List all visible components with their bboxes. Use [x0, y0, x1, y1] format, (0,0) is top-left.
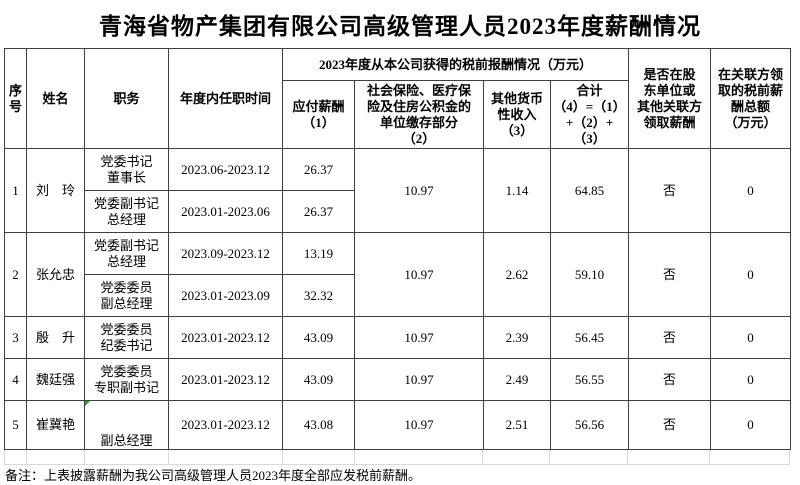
header-other-income: 其他货币 性收入 （3）	[483, 80, 551, 149]
cell-total: 56.56	[549, 400, 630, 450]
cell-salary: 26.37	[282, 190, 355, 233]
cell-other-income: 1.14	[483, 148, 551, 233]
cell-salary: 43.08	[282, 400, 355, 450]
page-title: 青海省物产集团有限公司高级管理人员2023年度薪酬情况	[99, 14, 701, 39]
cell-insurance: 10.97	[354, 232, 484, 317]
cell-related-amount: 0	[710, 358, 792, 401]
cell-salary: 43.09	[282, 358, 355, 401]
table-row: 党委副书记 总经理 2023.01-2023.06 26.37	[5, 190, 791, 233]
cell-position: 党委委员 纪委书记	[84, 316, 169, 359]
cell-total: 64.85	[549, 148, 630, 233]
cell-seq: 3	[4, 316, 27, 359]
cell-tenure: 2023.01-2023.09	[168, 274, 283, 317]
cell-other-income: 2.62	[483, 232, 551, 317]
cell-tenure: 2023.06-2023.12	[168, 148, 283, 191]
cell-name: 崔冀艳	[26, 400, 85, 450]
table-row: 2 张允忠 党委副书记 总经理 2023.09-2023.12 13.19 10…	[4, 232, 792, 317]
header-tenure: 年度内任职时间	[168, 48, 283, 149]
cell-position: 党委委员 副总经理	[84, 274, 169, 317]
cell-related-party: 否	[628, 400, 712, 450]
cell-total: 56.45	[549, 316, 630, 359]
header-seq: 序 号	[4, 48, 27, 149]
cell-position: 党委委员 专职副书记	[84, 358, 169, 401]
table-row: 4 魏廷强 党委委员 专职副书记 2023.01-2023.12 43.09 1…	[4, 358, 792, 401]
footnote: 备注：上表披露薪酬为我公司高级管理人员2023年度全部应发税前薪酬。	[5, 468, 422, 483]
cell-position: 党委副书记 总经理	[84, 232, 169, 275]
cell-name: 魏廷强	[26, 358, 85, 401]
excel-error-marker-icon	[85, 401, 90, 406]
cell-insurance: 10.97	[354, 148, 484, 233]
cell-insurance: 10.97	[354, 400, 484, 450]
cell-other-income: 2.51	[483, 400, 551, 450]
table-row: 3 殷 升 党委委员 纪委书记 2023.01-2023.12 43.09 10…	[4, 316, 792, 359]
table-row: 5 崔冀艳 副总经理 2023.01-2023.12 43.08 10.97 2…	[4, 400, 792, 450]
cell-other-income: 2.39	[483, 316, 551, 359]
header-total: 合计 （4）=（1） +（2）+ （3）	[549, 80, 630, 149]
cell-position-label: 副总经理	[100, 433, 153, 448]
cell-tenure: 2023.01-2023.12	[168, 400, 283, 450]
cell-related-party: 否	[628, 232, 712, 317]
header-insurance: 社会保险、医疗保 险及住房公积金的 单位缴存部分 （2）	[354, 80, 484, 149]
cell-total: 59.10	[549, 232, 630, 317]
cell-position: 党委副书记 总经理	[84, 190, 169, 233]
header-salary-payable: 应付薪酬 （1）	[282, 80, 355, 149]
header-compensation-group: 2023年度从本公司获得的税前报酬情况（万元）	[281, 48, 630, 81]
cell-salary: 13.19	[282, 232, 355, 275]
cell-name: 殷 升	[26, 316, 85, 359]
header-position: 职务	[84, 48, 169, 149]
cell-insurance: 10.97	[354, 316, 484, 359]
header-related-party: 是否在股 东单位或 其他关联方 领取薪酬	[628, 48, 712, 149]
cell-seq: 4	[4, 358, 27, 401]
table-row: 1 刘 玲 党委书记 董事长 2023.06-2023.12 26.37 10.…	[4, 148, 792, 233]
cell-tenure: 2023.01-2023.06	[168, 190, 283, 233]
cell-salary: 26.37	[282, 148, 355, 191]
cell-other-income: 2.49	[483, 358, 551, 401]
cell-tenure: 2023.09-2023.12	[168, 232, 283, 275]
cell-total: 56.55	[549, 358, 630, 401]
cell-related-amount: 0	[710, 316, 792, 359]
cell-tenure: 2023.01-2023.12	[168, 358, 283, 401]
cell-related-party: 否	[628, 358, 712, 401]
cell-tenure: 2023.01-2023.12	[168, 316, 283, 359]
cell-related-amount: 0	[710, 148, 792, 233]
cell-related-amount: 0	[710, 232, 792, 317]
empty-spreadsheet-row	[4, 450, 790, 465]
salary-table: 序 号 姓名 职务 年度内任职时间 2023年度从本公司获得的税前报酬情况（万元…	[4, 48, 792, 450]
cell-position: 党委书记 董事长	[84, 148, 169, 191]
table-row: 党委委员 副总经理 2023.01-2023.09 32.32	[5, 274, 791, 317]
cell-seq: 1	[4, 148, 27, 233]
header-related-amount: 在关联方领 取的税前薪 酬总额 （万元）	[710, 48, 792, 149]
cell-seq: 5	[4, 400, 27, 450]
cell-seq: 2	[4, 232, 27, 317]
cell-salary: 43.09	[282, 316, 355, 359]
cell-salary: 32.32	[282, 274, 355, 317]
cell-name: 刘 玲	[26, 148, 85, 233]
cell-name: 张允忠	[26, 232, 85, 317]
cell-related-party: 否	[628, 316, 712, 359]
cell-position: 副总经理	[84, 400, 169, 450]
header-name: 姓名	[26, 48, 85, 149]
cell-related-party: 否	[628, 148, 712, 233]
cell-insurance: 10.97	[354, 358, 484, 401]
cell-related-amount: 0	[710, 400, 792, 450]
